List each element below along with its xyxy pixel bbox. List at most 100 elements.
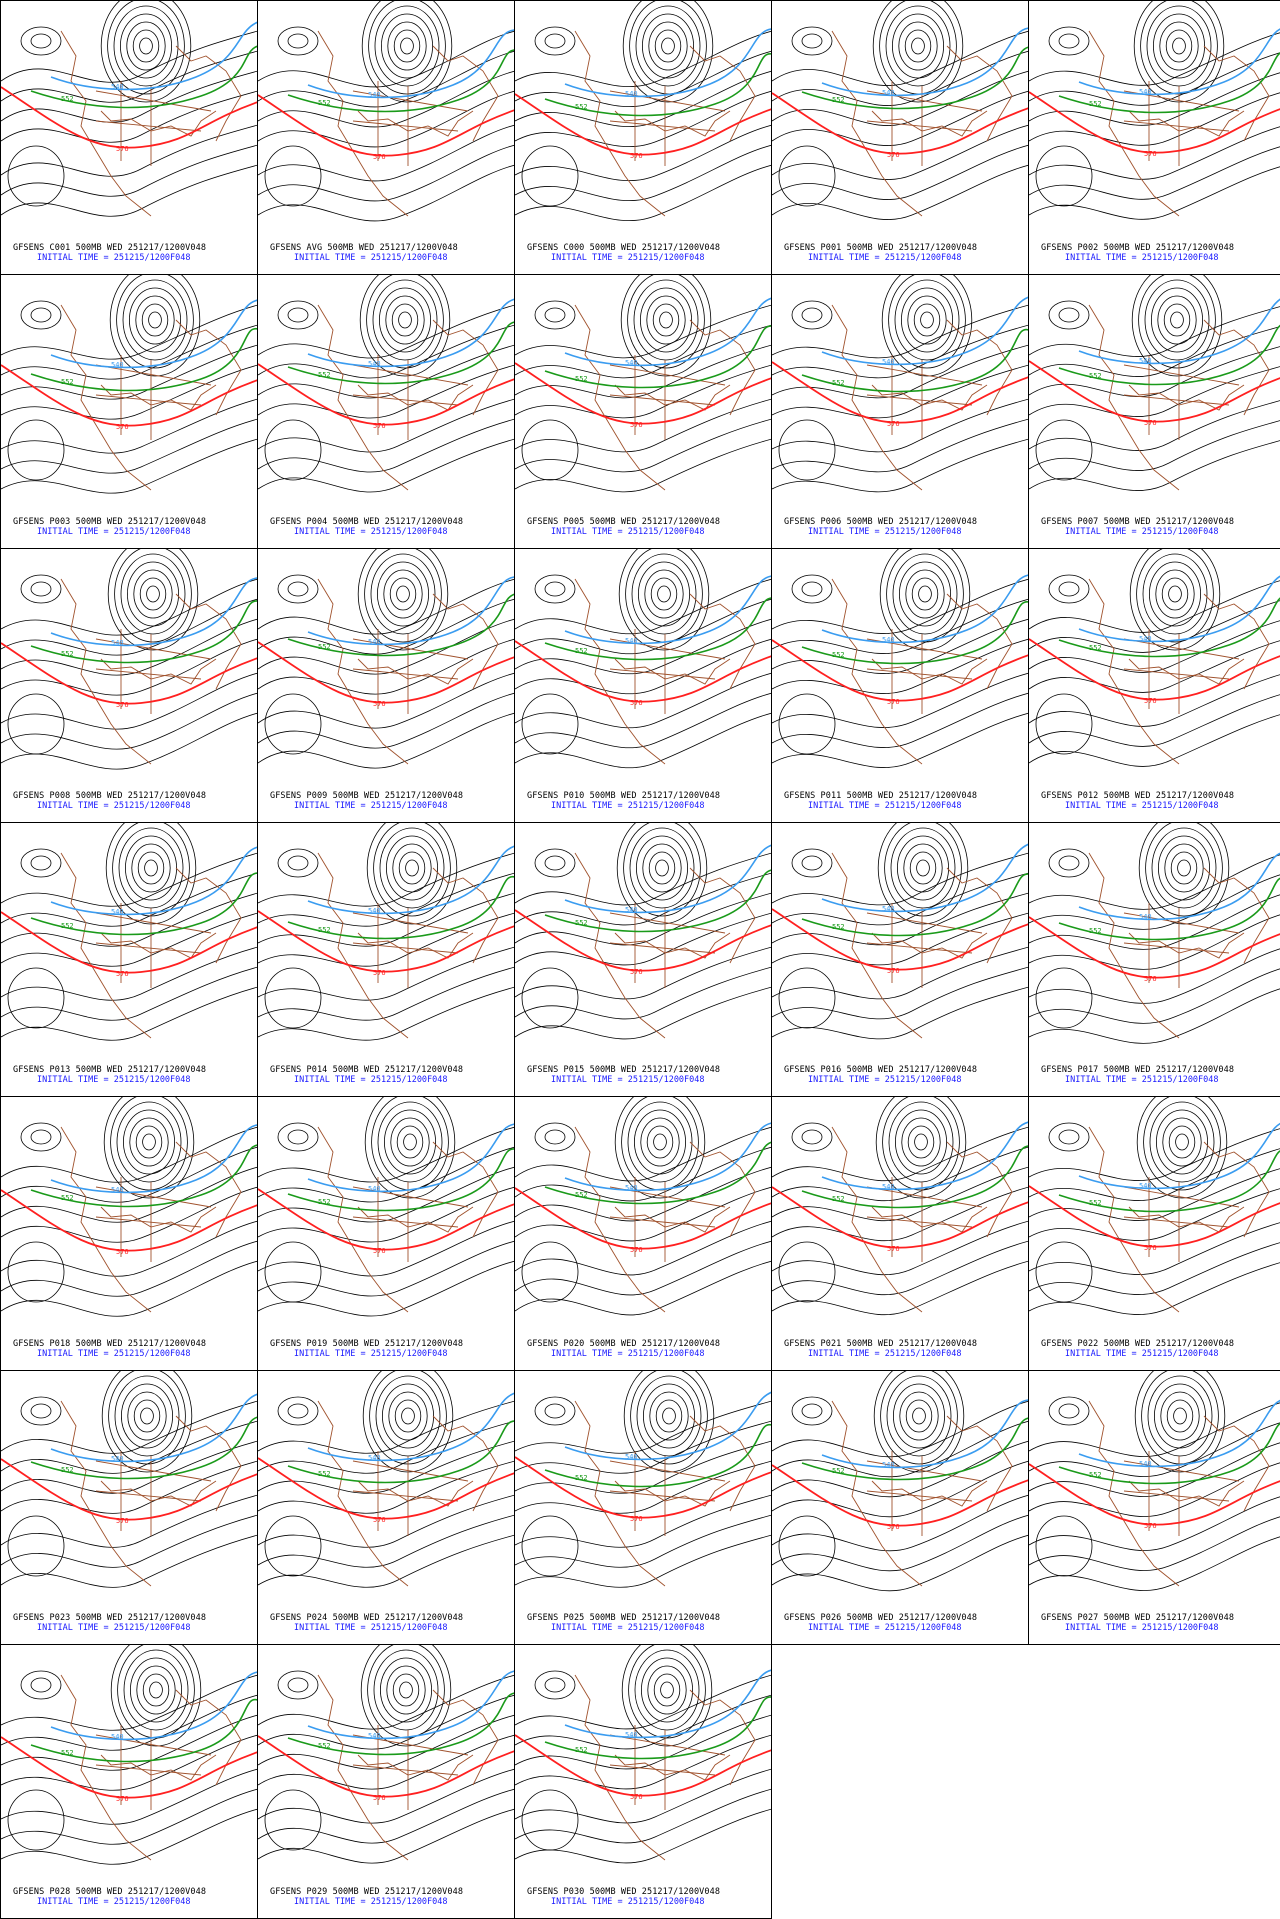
low-contour (648, 21, 688, 71)
low-contour (381, 13, 434, 79)
height-contour (772, 672, 1028, 728)
low-contour (394, 1399, 422, 1433)
height-contour (1029, 146, 1280, 200)
ensemble-member-panel: 540 552 576 GFSENS P015 500MB WED 251217/12… (514, 822, 772, 1097)
low-contour (884, 823, 962, 917)
low-contour (133, 1399, 161, 1433)
coastline (574, 852, 666, 1039)
coastline (946, 319, 1013, 416)
contour-label-low: 576 (116, 1248, 129, 1256)
low-contour (1147, 1375, 1213, 1457)
subtropical-contour (521, 967, 579, 1029)
height-contour (1029, 346, 1280, 397)
contour-label-mid2: 540 (111, 1186, 124, 1194)
contour-576 (258, 910, 514, 973)
height-contour (1, 70, 257, 123)
panel-title: GFSENS C000 500MB WED 251217/1200V048 (527, 243, 721, 253)
low-contour (110, 1645, 202, 1747)
coastline (831, 1126, 923, 1313)
low-contour (100, 1, 192, 103)
height-contour (258, 946, 514, 1001)
contour-576 (515, 1456, 771, 1519)
panel-title: GFSENS P004 500MB WED 251217/1200V048 (270, 517, 464, 527)
ensemble-member-panel: 540 552 576 GFSENS P026 500MB WED 251217/12… (771, 1370, 1029, 1645)
subtropical-contour (264, 693, 322, 755)
height-contour (1029, 854, 1280, 910)
height-contour (1, 912, 257, 967)
coastline (95, 1216, 202, 1228)
low-contour (385, 295, 425, 345)
height-contour (772, 1126, 1028, 1182)
ensemble-member-panel: 540 552 576 GFSENS P025 500MB WED 251217/12… (514, 1370, 772, 1645)
contour-label-mid1: 552 (61, 650, 74, 658)
ensemble-member-panel: 540 552 576 GFSENS P020 500MB WED 251217/12… (514, 1096, 772, 1371)
low-contour (144, 859, 158, 877)
panel-initial-time: INITIAL TIME = 251215/1200F048 (294, 527, 448, 537)
coastline (60, 852, 152, 1039)
low-contour (109, 275, 201, 377)
coastline (609, 364, 726, 386)
contour-label-low: 576 (373, 153, 386, 161)
height-contour (1, 344, 257, 400)
coastline (1128, 110, 1245, 137)
coastline (689, 45, 756, 142)
low-contour (1151, 287, 1204, 353)
low-contour (136, 1665, 176, 1715)
height-contour (772, 872, 1028, 926)
coastline (1203, 593, 1270, 690)
height-contour (258, 344, 514, 399)
height-contour (1029, 894, 1280, 950)
panel-initial-time: INITIAL TIME = 251215/1200F048 (37, 1075, 191, 1085)
low-contour (1172, 37, 1186, 55)
contour-552 (801, 601, 1028, 665)
height-contour (515, 892, 771, 946)
coastline (357, 384, 474, 411)
panel-initial-time: INITIAL TIME = 251215/1200F048 (551, 1897, 705, 1907)
contour-576 (1029, 1185, 1280, 1248)
ensemble-member-panel: 540 552 576 GFSENS P002 500MB WED 251217/12… (1028, 0, 1280, 275)
height-contour (1029, 1422, 1280, 1477)
height-contour (258, 618, 514, 675)
contour-540 (564, 844, 771, 914)
height-contour (515, 90, 771, 147)
contour-label-low: 576 (373, 422, 386, 430)
contour-552 (30, 1416, 257, 1480)
contour-576 (772, 1186, 1028, 1249)
low-contour (391, 303, 419, 337)
coastline (175, 593, 242, 690)
contour-540 (821, 1121, 1028, 1191)
contour-576 (1, 364, 257, 427)
height-contour (515, 912, 771, 966)
contour-label-low: 576 (116, 701, 129, 709)
pacific-low-contour (801, 307, 823, 323)
height-contour (515, 1420, 771, 1474)
low-contour (897, 835, 950, 901)
pacific-low-contour (1048, 848, 1090, 878)
low-contour (141, 303, 169, 337)
contour-552 (544, 1141, 771, 1205)
coastline (609, 394, 716, 406)
low-contour (139, 577, 167, 611)
low-contour (1143, 1097, 1221, 1191)
height-contour (1, 1126, 257, 1183)
panel-title: GFSENS P015 500MB WED 251217/1200V048 (527, 1065, 721, 1075)
low-contour (392, 1673, 420, 1707)
coastline (946, 1141, 1013, 1238)
coastline (689, 867, 756, 964)
panel-initial-time: INITIAL TIME = 251215/1200F048 (37, 1623, 191, 1633)
ensemble-member-panel: 540 552 576 GFSENS P009 500MB WED 251217/12… (257, 548, 515, 823)
coastline (609, 638, 726, 660)
contour-552 (287, 1420, 514, 1484)
pacific-low-contour (534, 1122, 576, 1152)
panel-title: GFSENS P009 500MB WED 251217/1200V048 (270, 791, 464, 801)
map-layer: 540 552 576 (1029, 1, 1280, 220)
ensemble-member-panel: 540 552 576 GFSENS P021 500MB WED 251217/12… (771, 1096, 1029, 1371)
height-contour (258, 164, 514, 222)
contour-label-mid1: 552 (61, 922, 74, 930)
low-contour (640, 1117, 680, 1167)
height-contour (1, 692, 257, 750)
coastline (1128, 384, 1245, 411)
contour-label-mid2: 540 (1139, 88, 1152, 96)
low-contour (396, 585, 410, 603)
low-contour (636, 1375, 702, 1457)
